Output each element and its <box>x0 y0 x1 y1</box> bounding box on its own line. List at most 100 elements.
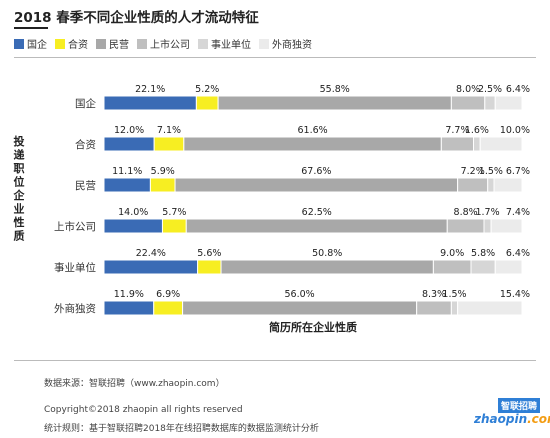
data-label-institution: 1.6% <box>465 125 489 136</box>
header-divider <box>14 57 536 58</box>
bar-segment-foreign <box>494 259 523 275</box>
legend-label-listed: 上市公司 <box>150 40 190 51</box>
footer-divider <box>14 360 536 361</box>
data-label-foreign: 15.4% <box>500 289 530 300</box>
x-axis-title: 简历所在企业性质 <box>269 320 357 334</box>
bar-segment-listed <box>416 300 452 316</box>
brand-wordmark-prefix: zhaopin <box>474 412 528 426</box>
bar-segment-listed <box>432 259 472 275</box>
legend-swatch-private <box>96 38 106 49</box>
bar-segment-institution <box>473 136 481 152</box>
chart-title: 2018 春季不同企业性质的人才流动特征 <box>14 10 259 26</box>
data-label-state-owned: 22.4% <box>136 248 166 259</box>
data-label-state-owned: 12.0% <box>114 125 144 136</box>
data-label-private: 50.8% <box>312 248 342 259</box>
data-label-state-owned: 22.1% <box>135 84 165 95</box>
data-label-state-owned: 14.0% <box>118 207 148 218</box>
data-label-joint-venture: 6.9% <box>156 289 180 300</box>
data-label-institution: 1.5% <box>442 289 466 300</box>
category-label: 民营 <box>75 179 96 192</box>
legend-label-state-owned: 国企 <box>27 40 47 51</box>
legend-swatch-listed <box>137 38 147 49</box>
category-label: 合资 <box>75 138 96 151</box>
brand-name-cn: 智联招聘 <box>497 398 540 413</box>
data-label-joint-venture: 5.7% <box>162 207 186 218</box>
bar-segment-state-owned <box>103 300 155 316</box>
bar-segment-private <box>174 177 459 193</box>
bar-segment-private <box>182 300 418 316</box>
legend-swatch-foreign <box>259 38 269 49</box>
data-label-listed: 7.7% <box>445 125 469 136</box>
bar-segment-foreign <box>457 300 523 316</box>
brand-wordmark: zhaopin.com <box>474 412 550 426</box>
bar-segment-institution <box>483 218 492 234</box>
data-label-private: 62.5% <box>302 207 332 218</box>
data-label-joint-venture: 5.6% <box>197 248 221 259</box>
bar-segment-foreign <box>494 95 523 111</box>
data-label-state-owned: 11.9% <box>114 289 144 300</box>
bar-segment-listed <box>450 95 486 111</box>
legend: 国企 合资 民营 上市公司 事业单位 外商独资 <box>14 36 312 51</box>
data-label-joint-venture: 5.9% <box>151 166 175 177</box>
bar-segment-foreign <box>479 136 523 152</box>
bar-segment-joint-venture <box>195 95 219 111</box>
bar-segment-joint-venture <box>153 136 185 152</box>
data-label-listed: 8.8% <box>454 207 478 218</box>
data-label-foreign: 6.4% <box>506 84 530 95</box>
legend-swatch-state-owned <box>14 38 24 49</box>
bar-segment-joint-venture <box>149 177 176 193</box>
data-label-private: 67.6% <box>301 166 331 177</box>
bar-segment-joint-venture <box>161 218 187 234</box>
legend-label-foreign: 外商独资 <box>272 40 312 51</box>
legend-item-joint-venture: 合资 <box>55 36 88 51</box>
data-label-foreign: 7.4% <box>506 207 530 218</box>
data-label-listed: 8.3% <box>422 289 446 300</box>
bar-segment-institution <box>450 300 459 316</box>
copyright: Copyright©2018 zhaopin all rights reserv… <box>44 405 243 415</box>
data-label-foreign: 10.0% <box>500 125 530 136</box>
data-label-foreign: 6.4% <box>506 248 530 259</box>
bar-segment-private <box>183 136 442 152</box>
legend-item-foreign: 外商独资 <box>259 36 312 51</box>
data-label-foreign: 6.7% <box>506 166 530 177</box>
bar-segment-institution <box>487 177 495 193</box>
zhaopin-logo: 智联招聘 zhaopin.com <box>474 398 550 432</box>
legend-item-state-owned: 国企 <box>14 36 47 51</box>
bar-segment-listed <box>457 177 489 193</box>
bar-segment-listed <box>440 136 475 152</box>
data-label-private: 56.0% <box>285 289 315 300</box>
bar-segment-state-owned <box>103 95 197 111</box>
data-label-listed: 8.0% <box>456 84 480 95</box>
data-label-institution: 5.8% <box>471 248 495 259</box>
legend-swatch-institution <box>198 38 208 49</box>
category-label: 外商独资 <box>54 302 96 315</box>
bar-segment-private <box>185 218 448 234</box>
statistics-method: 统计规则：基于智联招聘2018年在线招聘数据库的数据监测统计分析 <box>44 424 319 434</box>
data-label-joint-venture: 7.1% <box>157 125 181 136</box>
bar-segment-state-owned <box>103 177 151 193</box>
bar-segment-joint-venture <box>153 300 184 316</box>
category-label: 国企 <box>75 97 96 110</box>
legend-item-listed: 上市公司 <box>137 36 190 51</box>
legend-swatch-joint-venture <box>55 38 65 49</box>
legend-label-joint-venture: 合资 <box>68 40 88 51</box>
bar-segment-foreign <box>493 177 523 193</box>
data-label-joint-venture: 5.2% <box>195 84 219 95</box>
legend-item-institution: 事业单位 <box>198 36 251 51</box>
data-label-institution: 2.5% <box>478 84 502 95</box>
bar-segment-state-owned <box>103 259 199 275</box>
category-label: 事业单位 <box>54 261 96 274</box>
brand-wordmark-suffix: .com <box>527 412 550 426</box>
category-label: 上市公司 <box>54 220 96 233</box>
bar-segment-joint-venture <box>197 259 222 275</box>
bar-segment-institution <box>484 95 496 111</box>
bar-segment-state-owned <box>103 136 155 152</box>
bar-segment-private <box>220 259 434 275</box>
data-label-institution: 1.5% <box>479 166 503 177</box>
data-label-institution: 1.7% <box>475 207 499 218</box>
bar-segment-listed <box>446 218 485 234</box>
data-label-private: 55.8% <box>320 84 350 95</box>
title-underline <box>14 27 48 29</box>
bar-segment-institution <box>470 259 496 275</box>
